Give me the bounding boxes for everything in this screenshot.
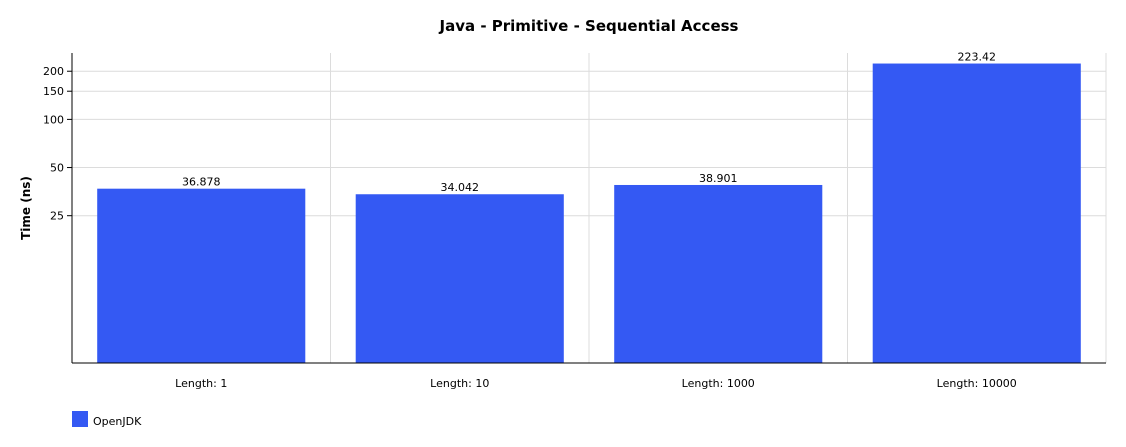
chart-title: Java - Primitive - Sequential Access xyxy=(439,17,739,35)
axes: 25 50 100 150 200 Length: 1 Length: 10 Length: … xyxy=(43,53,1106,390)
x-tick-label: Length: 10 xyxy=(430,377,489,390)
bars xyxy=(97,63,1081,363)
legend-label-openjdk: OpenJDK xyxy=(93,415,142,428)
bar xyxy=(614,184,823,363)
x-tick-label: Length: 1000 xyxy=(682,377,755,390)
y-tick-label: 150 xyxy=(43,85,64,98)
data-labels: 36.878 34.042 38.901 223.42 xyxy=(182,51,996,195)
legend: OpenJDK xyxy=(72,411,142,428)
y-tick-label: 200 xyxy=(43,65,64,78)
y-tick-label: 100 xyxy=(43,113,64,126)
data-label: 223.42 xyxy=(958,51,997,64)
data-label: 34.042 xyxy=(441,181,480,194)
x-tick-label: Length: 1 xyxy=(175,377,227,390)
data-label: 38.901 xyxy=(699,172,738,185)
data-label: 36.878 xyxy=(182,176,221,189)
bar xyxy=(97,188,306,363)
y-tick-label: 25 xyxy=(50,210,64,223)
y-tick-label: 50 xyxy=(50,162,64,175)
bar xyxy=(355,194,564,363)
legend-swatch-openjdk xyxy=(72,411,88,427)
bar xyxy=(872,63,1081,363)
x-tick-label: Length: 10000 xyxy=(937,377,1017,390)
y-axis-label: Time (ns) xyxy=(19,176,33,240)
